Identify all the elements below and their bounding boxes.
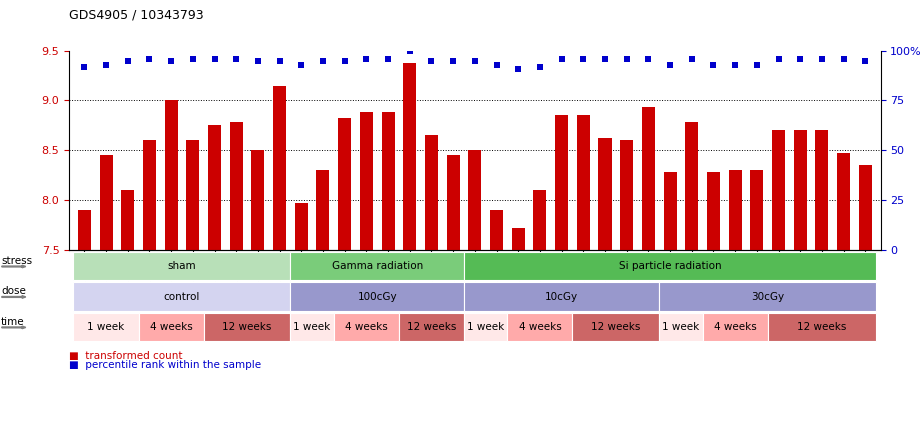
Text: control: control: [164, 291, 200, 302]
Bar: [664, 172, 677, 250]
Bar: [382, 113, 395, 250]
Bar: [534, 190, 547, 250]
Bar: [772, 130, 785, 250]
Text: 12 weeks: 12 weeks: [798, 322, 846, 332]
Text: 4 weeks: 4 weeks: [518, 322, 561, 332]
Point: [207, 55, 222, 62]
Point: [641, 55, 656, 62]
Bar: [121, 190, 135, 250]
Point: [663, 61, 678, 68]
Text: 1 week: 1 week: [467, 322, 504, 332]
Bar: [685, 122, 698, 250]
Point: [597, 55, 612, 62]
Point: [836, 55, 851, 62]
Text: 4 weeks: 4 weeks: [149, 322, 193, 332]
Bar: [230, 122, 242, 250]
Bar: [77, 210, 91, 250]
Point: [315, 58, 330, 64]
Bar: [555, 115, 568, 250]
Bar: [707, 172, 720, 250]
Point: [467, 58, 482, 64]
Bar: [165, 101, 178, 250]
Point: [490, 61, 504, 68]
Bar: [577, 115, 590, 250]
Point: [164, 58, 179, 64]
Bar: [316, 170, 329, 250]
Text: 1 week: 1 week: [293, 322, 331, 332]
Text: 12 weeks: 12 weeks: [591, 322, 641, 332]
Text: ■  percentile rank within the sample: ■ percentile rank within the sample: [69, 360, 261, 370]
Text: 100cGy: 100cGy: [358, 291, 397, 302]
Point: [771, 55, 786, 62]
Point: [706, 61, 721, 68]
Text: 1 week: 1 week: [88, 322, 124, 332]
Bar: [338, 118, 351, 250]
Bar: [295, 203, 308, 250]
Bar: [403, 63, 416, 250]
Point: [814, 55, 829, 62]
Bar: [208, 125, 221, 250]
Bar: [468, 150, 481, 250]
Text: 12 weeks: 12 weeks: [407, 322, 456, 332]
Text: 30cGy: 30cGy: [751, 291, 785, 302]
Text: dose: dose: [1, 286, 26, 297]
Text: ■  transformed count: ■ transformed count: [69, 351, 183, 361]
Bar: [490, 210, 503, 250]
Point: [381, 55, 396, 62]
Point: [554, 55, 569, 62]
Bar: [252, 150, 265, 250]
Text: Gamma radiation: Gamma radiation: [332, 261, 423, 271]
Point: [185, 55, 200, 62]
Point: [533, 63, 548, 70]
Bar: [143, 140, 156, 250]
Bar: [728, 170, 741, 250]
Point: [99, 61, 113, 68]
Point: [142, 55, 157, 62]
Bar: [815, 130, 829, 250]
Point: [294, 61, 309, 68]
Text: sham: sham: [168, 261, 196, 271]
Bar: [186, 140, 199, 250]
Bar: [858, 165, 872, 250]
Point: [684, 55, 699, 62]
Point: [511, 65, 526, 72]
Bar: [273, 85, 286, 250]
Point: [359, 55, 373, 62]
Point: [793, 55, 808, 62]
Bar: [642, 107, 655, 250]
Bar: [794, 130, 807, 250]
Point: [121, 58, 136, 64]
Bar: [621, 140, 633, 250]
Text: time: time: [1, 317, 25, 327]
Point: [424, 58, 439, 64]
Point: [576, 55, 591, 62]
Point: [337, 58, 352, 64]
Bar: [751, 170, 763, 250]
Bar: [837, 153, 850, 250]
Point: [750, 61, 764, 68]
Text: 4 weeks: 4 weeks: [345, 322, 388, 332]
Point: [77, 63, 91, 70]
Point: [251, 58, 266, 64]
Bar: [100, 155, 112, 250]
Point: [858, 58, 873, 64]
Text: 10cGy: 10cGy: [545, 291, 578, 302]
Bar: [598, 138, 611, 250]
Bar: [446, 155, 460, 250]
Bar: [360, 113, 372, 250]
Text: 4 weeks: 4 weeks: [714, 322, 757, 332]
Bar: [512, 228, 525, 250]
Point: [620, 55, 634, 62]
Text: 12 weeks: 12 weeks: [222, 322, 272, 332]
Text: Si particle radiation: Si particle radiation: [619, 261, 721, 271]
Text: 1 week: 1 week: [662, 322, 700, 332]
Point: [727, 61, 742, 68]
Point: [272, 58, 287, 64]
Text: stress: stress: [1, 256, 32, 266]
Point: [445, 58, 460, 64]
Point: [402, 47, 417, 54]
Text: GDS4905 / 10343793: GDS4905 / 10343793: [69, 8, 204, 21]
Bar: [425, 135, 438, 250]
Point: [229, 55, 243, 62]
